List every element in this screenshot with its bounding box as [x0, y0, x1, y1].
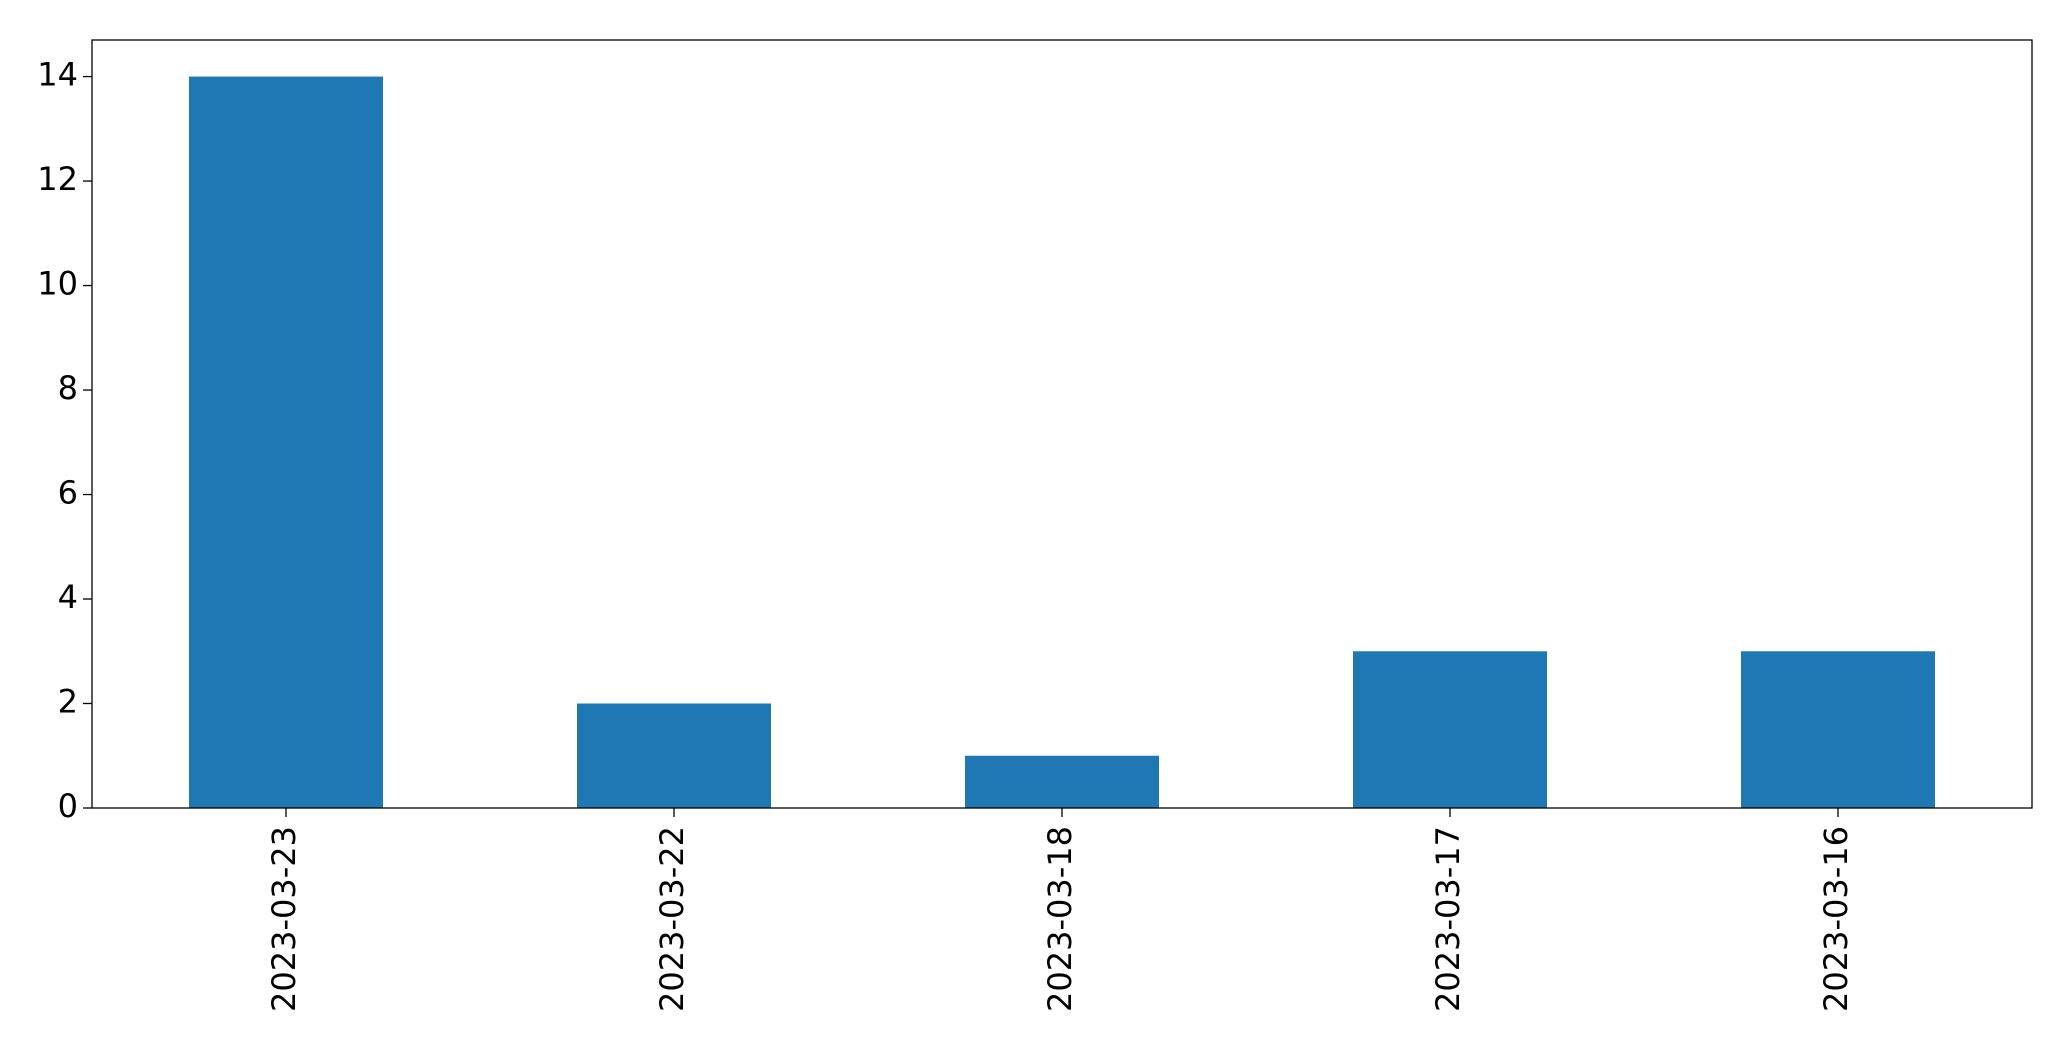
y-tick-label: 2: [58, 683, 78, 721]
bar: [577, 703, 771, 808]
x-tick-label: 2023-03-18: [1041, 826, 1079, 1012]
x-tick-label: 2023-03-16: [1817, 826, 1855, 1012]
y-tick-label: 14: [37, 56, 78, 94]
y-tick-label: 4: [58, 578, 78, 616]
y-tick-label: 8: [58, 369, 78, 407]
x-tick-label: 2023-03-22: [653, 826, 691, 1012]
plot-frame: [91, 39, 2033, 809]
x-tick-label: 2023-03-17: [1429, 826, 1467, 1012]
y-tick-label: 0: [58, 787, 78, 825]
y-tick-label: 6: [58, 474, 78, 512]
y-tick-label: 10: [37, 265, 78, 303]
bar: [1353, 651, 1547, 808]
y-tick-label: 12: [37, 160, 78, 198]
bar: [189, 76, 383, 809]
bar: [965, 755, 1159, 808]
bar: [1741, 651, 1935, 808]
x-tick-label: 2023-03-23: [265, 826, 303, 1012]
